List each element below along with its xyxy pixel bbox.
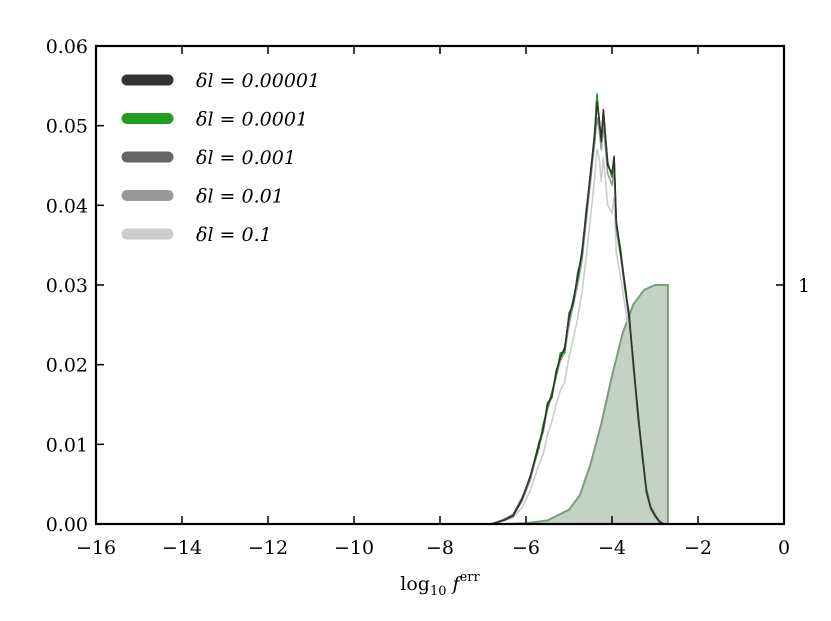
series-layer (491, 93, 665, 525)
right-tick-label: 1 (798, 275, 810, 297)
y-tick-label: 0.05 (46, 116, 88, 138)
legend-label: δl = 0.001 (196, 147, 296, 169)
y-tick-label: 0.01 (46, 434, 88, 456)
x-tick-label: −14 (162, 537, 202, 559)
x-tick-label: −8 (426, 537, 454, 559)
x-axis: −16 −14 −12 −10 −8 −6 −4 −2 0 (76, 46, 790, 559)
y-axis: 0.00 0.01 0.02 0.03 0.04 0.05 0.06 (46, 36, 104, 536)
legend-label: δl = 0.00001 (196, 70, 320, 92)
x-tick-label: −16 (76, 537, 116, 559)
x-tick-label: −10 (334, 537, 374, 559)
y-tick-label: 0.00 (46, 514, 88, 536)
legend-label: δl = 0.1 (196, 224, 272, 246)
cumulative-area-layer (483, 284, 669, 525)
legend-label: δl = 0.01 (196, 186, 284, 208)
right-axis: 1 (776, 275, 810, 297)
x-tick-label: −2 (684, 537, 712, 559)
series-line-1 (491, 101, 664, 525)
legend-label: δl = 0.0001 (196, 109, 308, 131)
y-tick-label: 0.02 (46, 355, 88, 377)
x-tick-label: 0 (778, 537, 790, 559)
y-tick-label: 0.06 (46, 36, 88, 58)
x-tick-label: −4 (598, 537, 626, 559)
x-axis-label: log10 ferr (400, 570, 480, 599)
y-tick-label: 0.04 (46, 195, 88, 217)
legend: δl = 0.00001 δl = 0.0001 δl = 0.001 δl = 0.… (121, 70, 320, 246)
cumulative-area (483, 284, 669, 525)
x-tick-label: −12 (248, 537, 288, 559)
y-tick-label: 0.03 (46, 275, 88, 297)
x-tick-label: −6 (512, 537, 540, 559)
